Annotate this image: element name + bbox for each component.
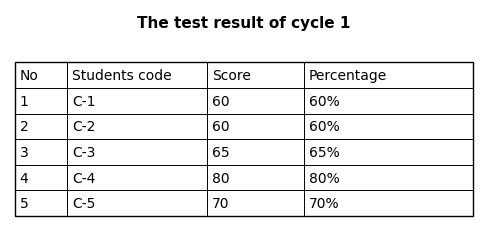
Text: Percentage: Percentage [308,69,387,83]
Text: 65%: 65% [308,145,339,159]
Text: 60: 60 [212,94,230,108]
Text: C-5: C-5 [72,196,96,210]
Text: 70%: 70% [308,196,339,210]
Text: 1: 1 [20,94,28,108]
Text: C-3: C-3 [72,145,96,159]
Text: 60: 60 [212,120,230,134]
Text: 2: 2 [20,120,28,134]
Text: No: No [20,69,39,83]
Text: C-4: C-4 [72,171,96,185]
Text: Students code: Students code [72,69,172,83]
Text: 5: 5 [20,196,28,210]
Text: 65: 65 [212,145,230,159]
Text: 60%: 60% [308,94,339,108]
Text: C-2: C-2 [72,120,96,134]
Text: 60%: 60% [308,120,339,134]
Text: C-1: C-1 [72,94,96,108]
Text: The test result of cycle 1: The test result of cycle 1 [137,16,351,31]
Text: 80: 80 [212,171,230,185]
Text: 70: 70 [212,196,230,210]
Text: 3: 3 [20,145,28,159]
Text: 4: 4 [20,171,28,185]
Bar [15,63,473,216]
Text: 80%: 80% [308,171,339,185]
Text: Score: Score [212,69,251,83]
